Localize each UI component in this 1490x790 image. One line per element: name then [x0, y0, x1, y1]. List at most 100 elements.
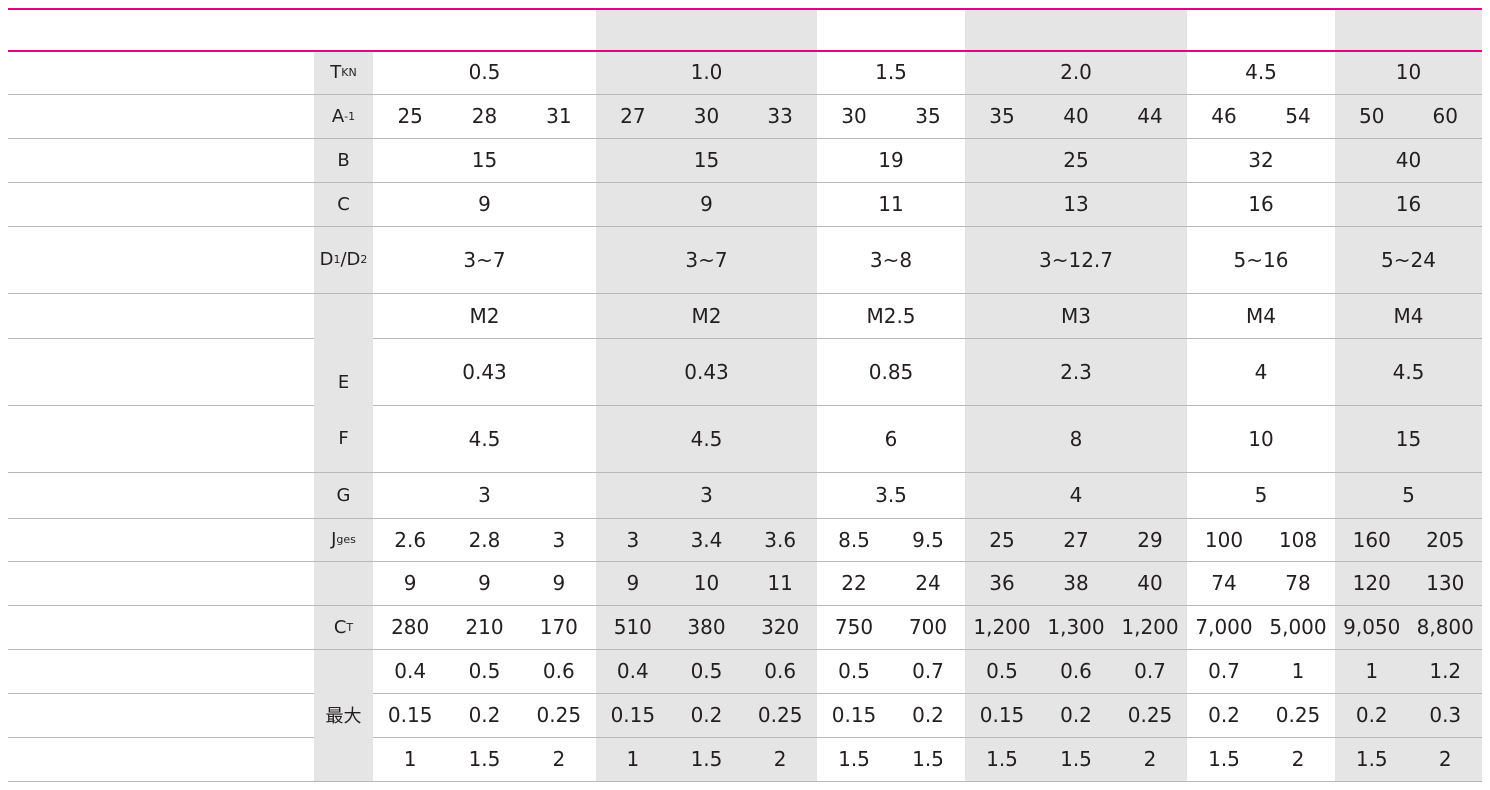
value-cell: 27	[620, 104, 646, 128]
value-cell: 16	[1395, 192, 1422, 216]
value-cell: 1.2	[1429, 659, 1462, 683]
value-cell: 1.5	[1208, 747, 1240, 771]
row-rule	[8, 182, 1482, 183]
value-cell: 0.15	[387, 703, 433, 727]
value-cell: 8	[1069, 426, 1083, 451]
value-cell: 44	[1137, 104, 1163, 128]
value-cell: 0.2	[468, 703, 501, 727]
symbol-merge-cover	[314, 693, 373, 694]
value-cell: 16	[1248, 192, 1274, 216]
value-cell: 0.4	[394, 659, 427, 683]
value-cell: 0.5	[986, 659, 1018, 683]
row-unit	[200, 226, 306, 293]
value-cell: 5~16	[1233, 247, 1289, 272]
value-cell: 1.5	[468, 747, 501, 771]
value-cell: 1.5	[1060, 747, 1092, 771]
row-unit	[200, 737, 306, 781]
row-rule	[8, 293, 1482, 294]
header-size	[1187, 8, 1335, 50]
value-cell: 0.5	[468, 659, 501, 683]
value-cell: 4	[1254, 359, 1268, 384]
header-size	[817, 8, 965, 50]
value-cell: 700	[908, 615, 948, 639]
value-cell: 2.8	[468, 527, 501, 552]
symbol-sup: -1	[344, 109, 356, 123]
value-cell: 0.6	[1060, 659, 1092, 683]
symbol-merge-cover	[314, 338, 373, 339]
value-cell: 5~24	[1381, 247, 1436, 272]
row-rule	[8, 737, 1482, 738]
row-rule	[8, 338, 1482, 339]
row-symbol: D 1/D 2	[314, 226, 373, 293]
value-cell: 28	[471, 104, 498, 128]
row-rule	[8, 405, 1482, 406]
value-cell: 2	[552, 747, 566, 771]
value-cell: 0.7	[1208, 659, 1240, 683]
shaded-column-band	[1335, 8, 1482, 781]
value-cell: 24	[915, 571, 941, 595]
row-rule	[8, 138, 1482, 139]
row-rule	[8, 472, 1482, 473]
value-cell: 2	[1143, 747, 1157, 771]
symbol-main: G	[336, 484, 351, 506]
symbol-main: J	[331, 529, 337, 550]
value-cell: 160	[1352, 527, 1391, 552]
value-cell: 1.0	[690, 60, 723, 84]
header-size	[373, 8, 596, 50]
value-cell: M2.5	[866, 303, 916, 328]
value-cell: 9	[478, 192, 491, 216]
value-cell: 7,000	[1195, 615, 1253, 639]
value-cell: 8.5	[838, 527, 870, 552]
value-cell: 4.5	[468, 426, 501, 451]
header-label	[12, 8, 292, 50]
value-cell: 0.43	[684, 359, 729, 384]
symbol-main: A	[331, 105, 345, 127]
value-cell: 0.5	[838, 659, 870, 683]
symbol-sub: 1	[333, 253, 341, 266]
value-cell: 170	[539, 615, 578, 639]
shaded-column-band	[965, 8, 1187, 781]
row-symbol: T KN	[314, 50, 373, 94]
symbol-sub: T	[346, 620, 354, 634]
value-cell: M3	[1061, 303, 1091, 328]
header-size	[965, 8, 1187, 50]
row-unit	[200, 561, 306, 605]
value-cell: 6	[884, 426, 898, 451]
value-cell: 9	[403, 571, 417, 595]
value-cell: 0.2	[1208, 703, 1240, 727]
header-rule	[8, 8, 1482, 10]
symbol-sub: ges	[336, 533, 356, 546]
value-cell: M2	[691, 303, 722, 328]
value-cell: 2.3	[1060, 359, 1092, 384]
header-rule	[8, 50, 1482, 52]
row-symbol: G	[314, 472, 373, 518]
value-cell: 22	[841, 571, 867, 595]
value-cell: 100	[1204, 527, 1244, 552]
symbol-main: T	[330, 61, 342, 83]
value-cell: 33	[767, 104, 793, 128]
row-unit	[200, 472, 306, 518]
value-cell: 1,200	[973, 615, 1031, 639]
value-cell: M4	[1246, 303, 1276, 328]
symbol-main: C	[337, 193, 350, 215]
value-cell: 4.5	[1392, 359, 1425, 384]
value-cell: 2.0	[1060, 60, 1092, 84]
row-unit	[200, 138, 306, 182]
value-cell: 0.2	[1060, 703, 1092, 727]
value-cell: 0.25	[536, 703, 582, 727]
value-cell: 0.25	[1127, 703, 1173, 727]
value-cell: 9	[700, 192, 713, 216]
value-cell: 1,300	[1047, 615, 1105, 639]
value-cell: 38	[1063, 571, 1089, 595]
value-cell: 60	[1432, 104, 1458, 128]
value-cell: 9	[478, 571, 491, 595]
value-cell: 9	[626, 571, 640, 595]
value-cell: 0.43	[462, 359, 507, 384]
value-cell: 50	[1359, 104, 1385, 128]
value-cell: 2	[1438, 747, 1452, 771]
value-cell: 120	[1352, 571, 1391, 595]
value-cell: 8,800	[1416, 615, 1474, 639]
symbol-merge-cover	[314, 737, 373, 738]
value-cell: 30	[693, 104, 720, 128]
symbol-main: F	[338, 428, 349, 449]
